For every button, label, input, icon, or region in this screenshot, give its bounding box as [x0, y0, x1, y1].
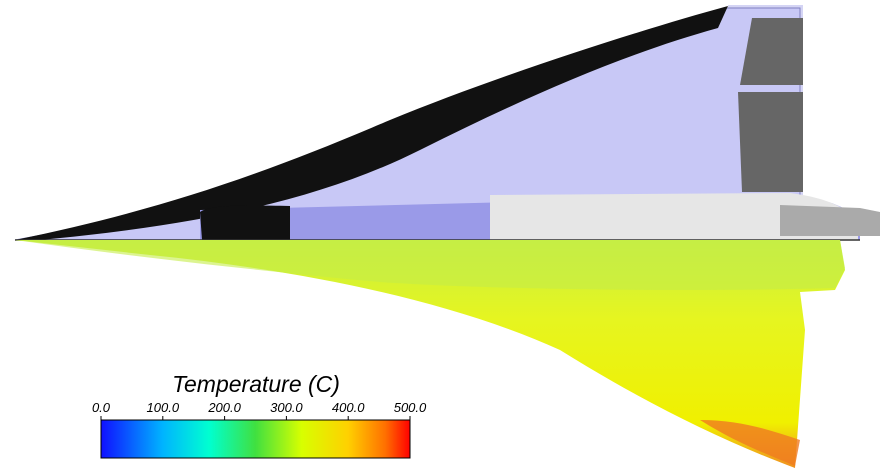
tick-label: 0.0 [92, 400, 111, 415]
colorbar-ramp [101, 420, 410, 458]
tick-label: 400.0 [332, 400, 365, 415]
aircraft-upper [15, 5, 880, 240]
visualization: Temperature (C) 0.0 100.0 200.0 300.0 400.0 5… [0, 0, 882, 472]
tick-label: 300.0 [270, 400, 303, 415]
tick-label: 200.0 [207, 400, 241, 415]
tick-label: 500.0 [394, 400, 427, 415]
screen: Temperature (C) 0.0 100.0 200.0 300.0 400.0 5… [0, 0, 882, 472]
tick-label: 100.0 [147, 400, 180, 415]
colorbar: Temperature (C) 0.0 100.0 200.0 300.0 400.0 5… [92, 371, 427, 458]
colorbar-title: Temperature (C) [172, 371, 340, 397]
